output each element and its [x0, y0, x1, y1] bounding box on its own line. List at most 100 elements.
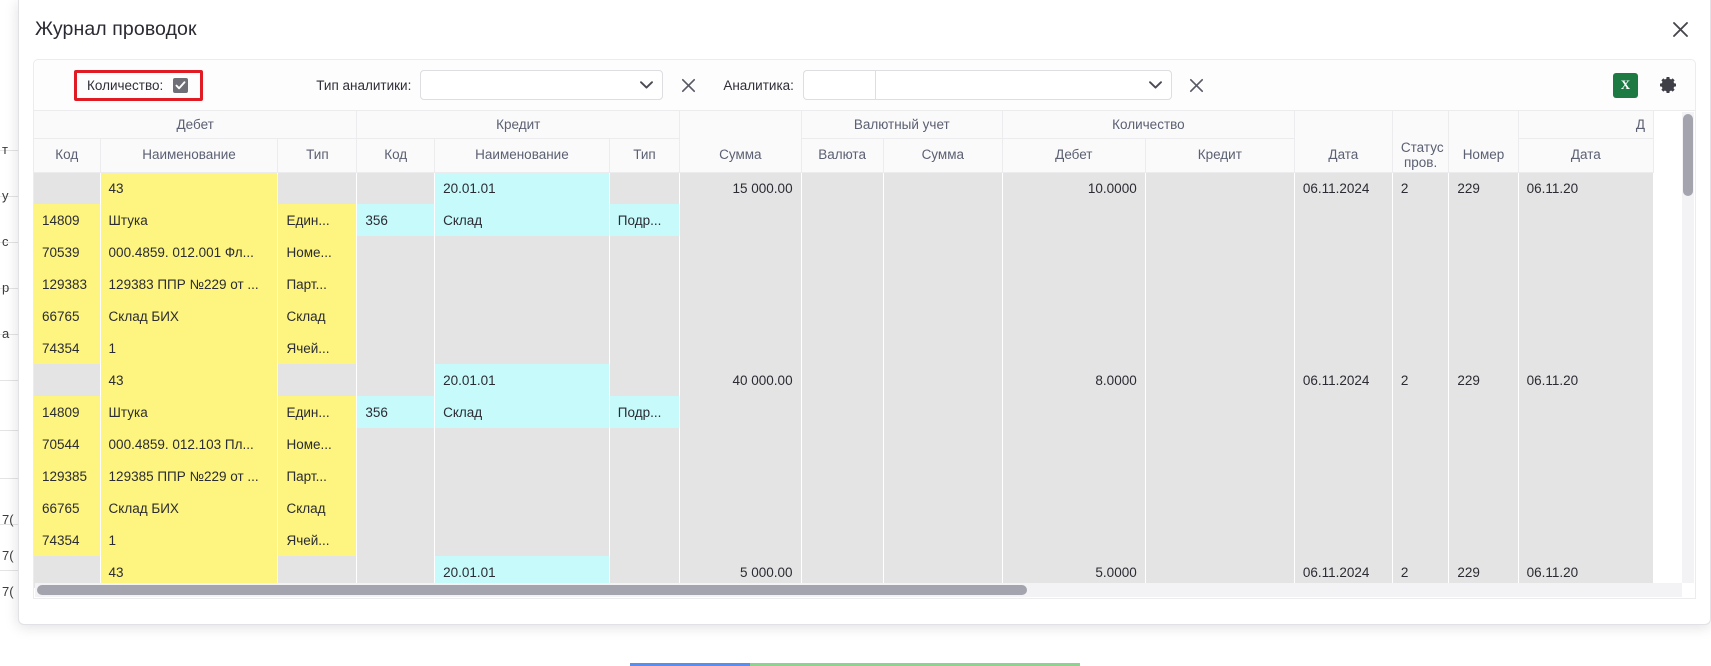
table-cell — [883, 364, 1003, 396]
table-cell — [883, 236, 1003, 268]
bg-fragment: р — [2, 280, 10, 295]
table-row[interactable]: 74354 1 Ячей... — [34, 524, 1654, 556]
table-cell — [679, 268, 802, 300]
table-cell — [1294, 460, 1393, 492]
table-cell — [1518, 300, 1654, 332]
col-credit-name[interactable]: Наименование — [434, 138, 610, 173]
table-cell — [1518, 492, 1654, 524]
table-cell — [801, 428, 884, 460]
clear-analytics-button[interactable] — [1184, 72, 1210, 98]
table-row[interactable]: 129385 129385 ППР №229 от ... Парт... — [34, 460, 1654, 492]
table-row[interactable]: 14809 Штука Един... 356 Склад Подр... — [34, 396, 1654, 428]
table-cell — [1392, 332, 1449, 364]
table-cell — [801, 172, 884, 204]
table-cell: 43 — [100, 556, 278, 588]
table-cell — [434, 268, 610, 300]
group-header-doc: Д — [1518, 111, 1655, 139]
col-doc-date[interactable]: Дата — [1518, 138, 1655, 173]
excel-export-icon[interactable]: X — [1613, 72, 1638, 98]
col-debit-code[interactable]: Код — [34, 138, 101, 173]
table-cell — [1392, 460, 1449, 492]
table-cell: Номе... — [277, 236, 357, 268]
col-currency[interactable]: Валюта — [801, 138, 884, 173]
table-row[interactable]: 43 20.01.01 5 000.00 5.0000 06.11.2024 2 229 06… — [34, 556, 1654, 588]
col-debit-type[interactable]: Тип — [277, 138, 358, 173]
analytics-type-select[interactable] — [420, 70, 664, 100]
table-row[interactable]: 129383 129383 ППР №229 от ... Парт... — [34, 268, 1654, 300]
table-cell — [679, 300, 802, 332]
table-cell: 229 — [1448, 556, 1519, 588]
table-cell — [801, 364, 884, 396]
background-left-strip — [0, 110, 20, 626]
page-bottom-bar — [0, 656, 1711, 666]
col-credit-type[interactable]: Тип — [609, 138, 681, 173]
table-row[interactable]: 70539 000.4859. 012.001 Фл... Номе... — [34, 236, 1654, 268]
table-cell — [1518, 268, 1654, 300]
table-cell — [1145, 460, 1295, 492]
col-credit-code[interactable]: Код — [356, 138, 436, 173]
table-cell: Ячей... — [277, 332, 357, 364]
analytics-label: Аналитика: — [723, 77, 794, 93]
analytics-type-label: Тип аналитики: — [316, 77, 412, 93]
table-cell — [883, 428, 1003, 460]
table-cell — [801, 204, 884, 236]
bg-fragment: а — [2, 326, 10, 341]
quantity-checkbox[interactable] — [173, 77, 189, 93]
table-cell — [356, 460, 435, 492]
table-cell — [1392, 204, 1449, 236]
table-cell — [1145, 556, 1295, 588]
analytics-code-input[interactable] — [802, 70, 875, 100]
table-cell: 2 — [1392, 556, 1449, 588]
table-cell: 06.11.2024 — [1294, 556, 1393, 588]
col-sum[interactable]: Сумма — [679, 138, 802, 173]
transaction-journal-dialog: Журнал проводок Количество: Тип аналитик… — [18, 0, 1711, 625]
transactions-table: Дебет Кредит Валютный учет Количество Д … — [34, 111, 1655, 588]
table-cell — [609, 364, 680, 396]
grid-vertical-scroll-thumb[interactable] — [1683, 114, 1693, 196]
table-cell: 40 000.00 — [679, 364, 802, 396]
table-row[interactable]: 14809 Штука Един... 356 Склад Подр... — [34, 204, 1654, 236]
table-cell: 06.11.20 — [1518, 364, 1654, 396]
close-icon[interactable] — [1666, 15, 1694, 43]
table-cell: 15 000.00 — [679, 172, 802, 204]
table-cell — [1145, 332, 1295, 364]
table-cell: 20.01.01 — [434, 172, 610, 204]
table-row[interactable]: 70544 000.4859. 012.103 Пл... Номе... — [34, 428, 1654, 460]
table-row[interactable]: 66765 Склад БИХ Склад — [34, 300, 1654, 332]
col-qty-credit[interactable]: Кредит — [1145, 138, 1295, 173]
col-qty-debit[interactable]: Дебет — [1002, 138, 1146, 173]
table-cell — [801, 300, 884, 332]
table-cell: 8.0000 — [1002, 364, 1146, 396]
gear-icon[interactable] — [1655, 72, 1681, 98]
col-number[interactable]: Номер — [1448, 138, 1519, 173]
col-debit-name[interactable]: Наименование — [100, 138, 279, 173]
table-cell — [1294, 300, 1393, 332]
quantity-label: Количество: — [87, 77, 164, 93]
table-cell — [1002, 396, 1146, 428]
col-currency-sum[interactable]: Сумма — [883, 138, 1003, 173]
chevron-down-icon — [640, 76, 654, 94]
table-cell: Един... — [277, 204, 357, 236]
grid-horizontal-scroll-thumb[interactable] — [37, 585, 1027, 595]
table-row[interactable]: 66765 Склад БИХ Склад — [34, 492, 1654, 524]
table-cell — [1392, 524, 1449, 556]
col-status[interactable]: Статус пров. — [1392, 138, 1450, 173]
table-cell — [801, 236, 884, 268]
table-row[interactable]: 43 20.01.01 40 000.00 8.0000 06.11.2024 2 229 0… — [34, 364, 1654, 396]
table-row[interactable]: 43 20.01.01 15 000.00 10.0000 06.11.2024 2 229… — [34, 172, 1654, 204]
table-cell — [679, 332, 802, 364]
table-cell: Склад — [434, 204, 610, 236]
table-cell — [434, 492, 610, 524]
table-cell — [883, 300, 1003, 332]
table-row[interactable]: 74354 1 Ячей... — [34, 332, 1654, 364]
clear-analytics-type-button[interactable] — [675, 72, 701, 98]
table-cell — [883, 332, 1003, 364]
analytics-select[interactable] — [874, 70, 1172, 100]
table-cell: 129383 ППР №229 от ... — [100, 268, 278, 300]
table-cell — [434, 428, 610, 460]
table-cell: 1 — [100, 332, 278, 364]
table-cell — [1294, 332, 1393, 364]
grid-horizontal-scrollbar[interactable] — [35, 583, 1682, 597]
grid-vertical-scrollbar[interactable] — [1682, 112, 1694, 583]
col-date[interactable]: Дата — [1294, 138, 1393, 173]
